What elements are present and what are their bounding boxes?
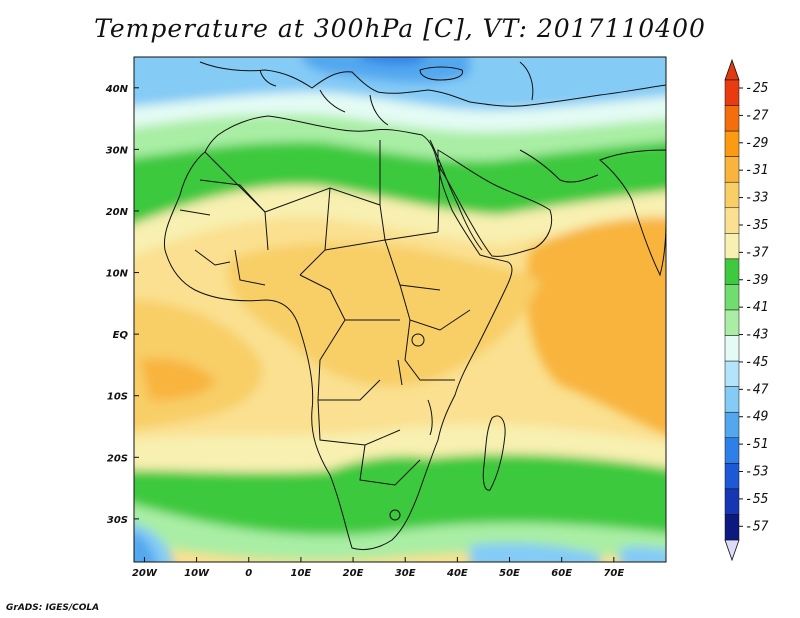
lat-tick-label: 30N	[106, 145, 129, 156]
lon-tick-label: 10E	[291, 568, 312, 579]
lat-tick-label: EQ	[113, 330, 129, 341]
lat-tick-label: 40N	[105, 84, 129, 95]
lat-tick-label: 10S	[107, 392, 128, 403]
colorbar-swatch	[724, 488, 740, 515]
colorbar-swatch	[724, 207, 740, 234]
colorbar-swatch	[724, 463, 740, 490]
lon-tick-label: 0	[245, 568, 252, 579]
colorbar-swatch	[724, 105, 740, 132]
colorbar-label: -35	[745, 218, 769, 233]
colorbar-label: -53	[745, 465, 768, 480]
lon-tick-label: 40E	[446, 568, 468, 579]
colorbar-swatch	[724, 156, 740, 183]
colorbar-label: -49	[745, 410, 768, 425]
colorbar-swatch	[724, 233, 740, 260]
map-title: Temperature at 300hPa [C], VT: 201711040…	[94, 14, 706, 43]
lat-tick-label: 20N	[106, 207, 129, 218]
colorbar-label: -45	[745, 355, 769, 370]
colorbar: -25 -27 -29 -31 -33 -35 -37 -39 -41 -43 -45 -47 -49 -…	[724, 58, 769, 562]
colorbar-label: -25	[745, 81, 769, 96]
colorbar-label: -33	[745, 191, 768, 206]
colorbar-swatch	[724, 514, 740, 541]
colorbar-label: -51	[745, 437, 768, 452]
colorbar-label: -57	[745, 519, 769, 534]
colorbar-label: -39	[745, 273, 768, 288]
colorbar-label: -27	[745, 108, 769, 123]
colorbar-swatch	[724, 181, 740, 209]
colorbar-label: -43	[745, 328, 768, 343]
colorbar-top-arrow	[724, 58, 740, 81]
grads-credit: GrADS: IGES/COLA	[6, 603, 100, 613]
temperature-field	[134, 57, 666, 562]
colorbar-swatch	[724, 284, 740, 311]
lon-tick-label: 50E	[499, 568, 520, 579]
colorbar-label: -47	[745, 382, 769, 397]
colorbar-swatch	[724, 79, 740, 106]
colorbar-swatch	[724, 130, 740, 157]
colorbar-swatch	[724, 258, 740, 285]
axis-ticks: 20W 10W 0 10E 20E 30E 40E 50E 60E 70E 40N 30N 20N 10N…	[105, 84, 625, 579]
coastlines	[163, 61, 666, 551]
lon-tick-label: 20E	[343, 568, 364, 579]
lon-tick-label: 20W	[132, 568, 158, 579]
lon-tick-label: 60E	[551, 568, 572, 579]
lon-tick-label: 70E	[603, 568, 624, 579]
lat-tick-label: 30S	[107, 515, 128, 526]
lon-tick-label: 30E	[395, 568, 416, 579]
colorbar-label: -31	[745, 163, 768, 178]
colorbar-swatch	[724, 411, 740, 439]
lat-tick-label: 10N	[106, 269, 129, 280]
colorbar-bottom-arrow	[724, 539, 740, 562]
colorbar-swatch	[724, 437, 740, 464]
colorbar-swatch	[724, 386, 740, 413]
colorbar-swatch	[724, 309, 740, 336]
colorbar-swatch	[724, 360, 740, 387]
map-frame	[133, 56, 667, 563]
colorbar-label: -29	[745, 136, 768, 151]
colorbar-label: -37	[745, 245, 769, 260]
lon-tick-label: 10W	[184, 568, 210, 579]
colorbar-label: -55	[745, 492, 769, 507]
colorbar-swatch	[724, 335, 740, 362]
lat-tick-label: 20S	[107, 453, 128, 464]
colorbar-label: -41	[745, 300, 768, 315]
